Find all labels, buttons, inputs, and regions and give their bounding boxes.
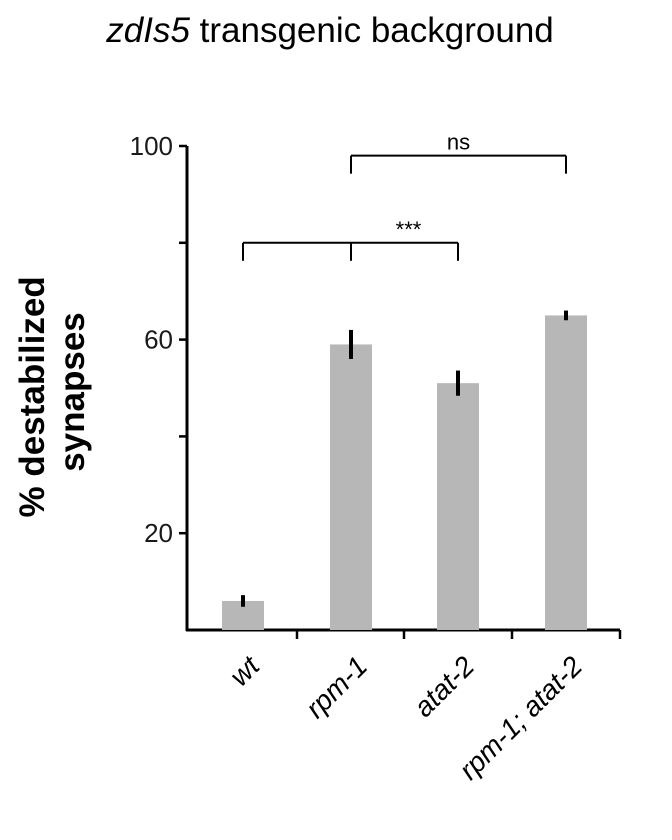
significance-label: *** (396, 217, 422, 242)
chart-title-rest: transgenic background (190, 11, 554, 50)
significance-label: ns (447, 130, 470, 155)
chart-title: zdIs5 transgenic background (105, 11, 554, 50)
y-axis-label-line2: synapses (53, 312, 92, 472)
y-tick-label: 20 (144, 518, 173, 548)
y-axis-label-line1: % destabilized (13, 276, 52, 517)
chart-title-italic: zdIs5 (105, 11, 190, 50)
x-tick-label: wt (224, 649, 267, 692)
x-tick-label: atat-2 (408, 650, 481, 723)
y-tick-label: 100 (130, 131, 173, 161)
y-axis-label: % destabilized synapses (13, 267, 92, 518)
y-tick-label: 60 (144, 325, 173, 355)
bar (330, 344, 372, 630)
bar (437, 383, 479, 630)
bar (545, 315, 587, 630)
x-tick-label: rpm-1 (300, 650, 374, 724)
